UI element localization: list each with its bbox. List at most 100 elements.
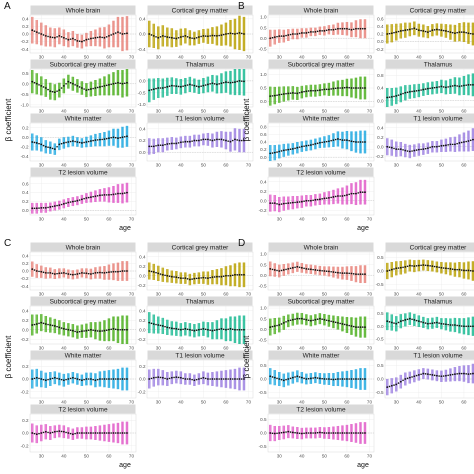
data-point — [424, 88, 427, 90]
data-point — [352, 87, 355, 89]
data-point — [108, 193, 110, 196]
data-point — [460, 141, 463, 144]
data-point — [148, 321, 151, 324]
data-point — [175, 276, 178, 279]
data-point — [204, 277, 207, 279]
panel-title: Whole brain — [304, 7, 339, 14]
data-point — [406, 91, 409, 94]
x-tick-label: 50 — [84, 217, 90, 222]
data-point — [62, 327, 65, 330]
data-point — [243, 80, 245, 83]
chart-block-A: Aβ coefficient age Whole brain 0.4 0.2 0.0 -0.… — [4, 1, 254, 232]
data-point — [404, 91, 407, 94]
data-point — [280, 378, 283, 381]
data-point — [364, 326, 366, 329]
y-tick-label: -0.4 — [138, 47, 146, 52]
data-point — [269, 432, 272, 434]
data-point — [465, 373, 467, 375]
data-point — [195, 378, 198, 381]
data-point — [148, 33, 151, 35]
x-tick-label: 30 — [277, 163, 283, 168]
data-point — [42, 431, 45, 434]
data-point — [413, 375, 416, 378]
data-point — [422, 88, 425, 91]
data-point — [334, 138, 337, 141]
data-point — [316, 142, 319, 145]
data-point — [300, 266, 303, 269]
data-point — [420, 321, 422, 323]
data-point — [435, 374, 438, 377]
data-point — [40, 206, 43, 209]
data-point — [83, 432, 85, 434]
x-tick-label: 60 — [106, 346, 112, 351]
data-point — [406, 265, 409, 268]
data-point — [280, 150, 283, 152]
data-point — [287, 202, 290, 205]
data-point — [411, 28, 413, 30]
data-point — [397, 382, 400, 384]
data-point — [155, 376, 157, 379]
data-point — [114, 32, 117, 34]
data-point — [309, 319, 312, 322]
data-point — [234, 138, 236, 141]
data-point — [444, 86, 447, 89]
data-point — [316, 431, 319, 434]
data-point — [390, 95, 393, 98]
data-point — [395, 383, 398, 386]
data-point — [117, 328, 119, 331]
data-point — [76, 273, 79, 275]
x-tick-label: 60 — [344, 55, 350, 60]
data-point — [191, 140, 193, 142]
data-point — [186, 140, 189, 143]
data-point — [184, 35, 187, 37]
data-point — [211, 139, 214, 142]
data-point — [287, 34, 290, 36]
data-point — [40, 270, 43, 273]
panel-title: Cortical grey matter — [172, 244, 230, 251]
y-tick-label: 0.4 — [260, 179, 267, 184]
data-point — [276, 94, 278, 96]
data-point — [87, 432, 90, 434]
data-point — [276, 377, 278, 380]
panel-whole-brain: Whole brain 1.0 0.5 0.0 -0.5 30 40 50 60 70 — [259, 4, 375, 60]
data-point — [168, 377, 171, 380]
data-point — [424, 322, 427, 324]
data-point — [51, 90, 54, 93]
data-point — [121, 378, 124, 380]
data-point — [429, 87, 431, 90]
data-point — [56, 204, 58, 207]
data-point — [108, 35, 110, 37]
data-point — [218, 34, 220, 37]
data-point — [339, 432, 341, 434]
y-tick-label: 0.0 — [139, 78, 146, 83]
data-point — [330, 378, 332, 381]
data-point — [433, 86, 436, 89]
data-point — [99, 194, 101, 197]
data-point — [92, 329, 94, 332]
x-tick-label: 50 — [201, 400, 207, 405]
x-tick-label: 60 — [461, 109, 467, 114]
data-point — [200, 377, 202, 380]
x-tick-label: 60 — [461, 55, 467, 60]
data-point — [300, 432, 303, 435]
data-point — [361, 432, 364, 434]
data-point — [193, 84, 196, 87]
data-point — [472, 83, 474, 86]
data-point — [404, 149, 407, 152]
data-point — [348, 272, 350, 275]
data-point — [467, 269, 470, 272]
data-point — [269, 326, 272, 329]
data-point — [357, 378, 360, 380]
data-point — [126, 81, 128, 84]
data-point — [85, 432, 88, 434]
data-point — [424, 147, 427, 150]
data-point — [119, 378, 122, 380]
y-tick-label: -0.5 — [376, 390, 384, 395]
x-axis-label: age — [119, 225, 131, 232]
y-tick-label: 0.4 — [139, 254, 146, 259]
data-point — [35, 270, 38, 272]
y-tick-label: 0.0 — [139, 273, 146, 278]
data-point — [76, 331, 79, 334]
data-point — [282, 321, 285, 324]
